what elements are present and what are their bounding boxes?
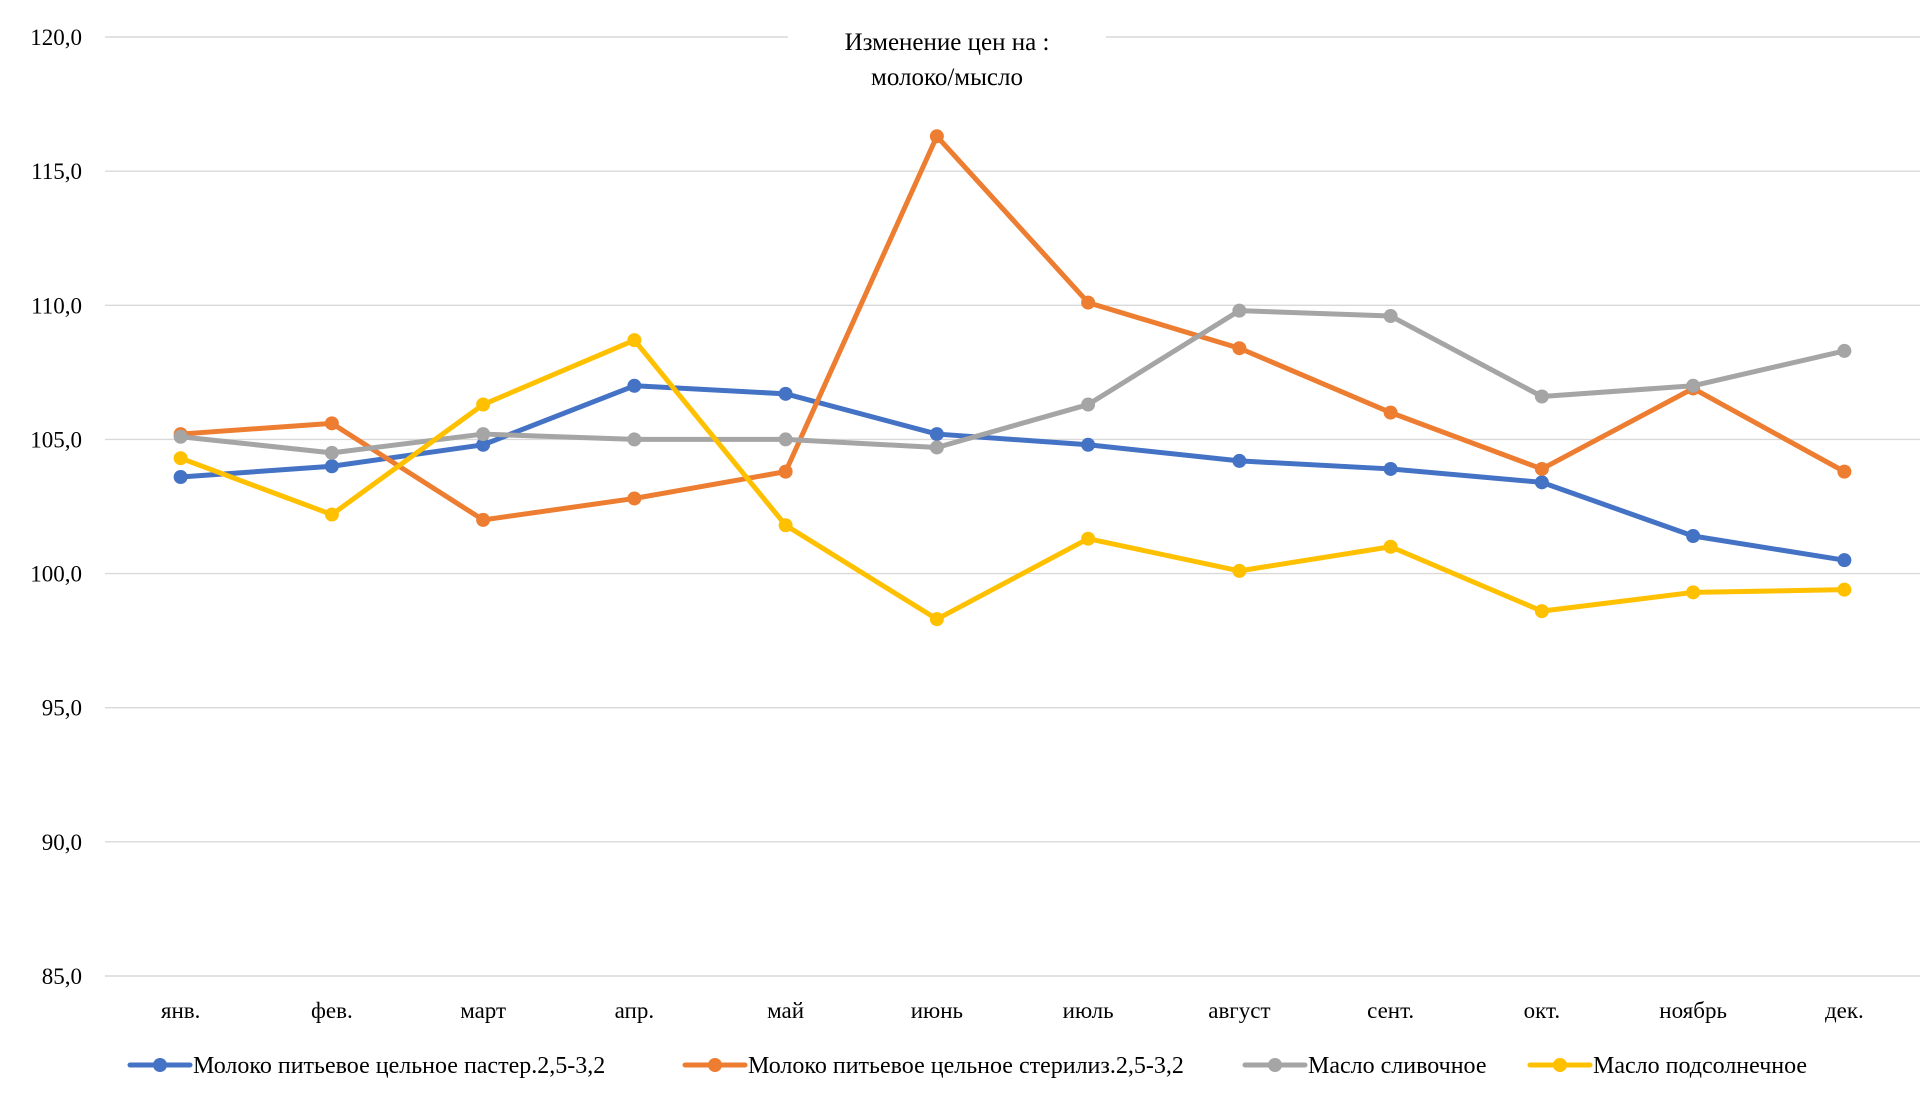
data-point: [476, 437, 491, 452]
data-point: [476, 512, 491, 527]
data-point: [1081, 397, 1096, 412]
data-point: [627, 333, 642, 348]
x-tick-label: дек.: [1825, 998, 1864, 1023]
y-tick-label: 90,0: [42, 830, 82, 855]
y-tick-label: 110,0: [31, 293, 82, 318]
legend-label: Молоко питьевое цельное пастер.2,5-3,2: [193, 1053, 605, 1079]
data-point: [1232, 341, 1247, 356]
legend-label: Молоко питьевое цельное стерилиз.2,5-3,2: [748, 1053, 1184, 1079]
data-point: [778, 386, 793, 401]
legend-marker: [1268, 1058, 1282, 1072]
x-tick-label: май: [767, 998, 804, 1023]
chart-title-background: [788, 28, 1106, 96]
legend-marker: [1553, 1058, 1567, 1072]
data-point: [627, 378, 642, 393]
series-line: [178, 383, 1847, 563]
legend-item: Масло сливочное: [1242, 1053, 1487, 1079]
y-tick-label: 115,0: [31, 159, 82, 184]
data-point: [929, 612, 944, 627]
data-point: [324, 416, 339, 431]
chart-title-line-1: Изменение цен на :: [845, 29, 1050, 56]
legend-marker: [708, 1058, 722, 1072]
data-point: [1837, 553, 1852, 568]
data-point: [627, 491, 642, 506]
data-point: [1534, 475, 1549, 490]
data-point: [1686, 585, 1701, 600]
x-axis-tick-labels: янв. фев. март апр. май июнь июль август сент. ок…: [161, 998, 1864, 1023]
data-point: [1383, 309, 1398, 324]
chart-title-line-2: молоко/мысло: [871, 64, 1023, 91]
data-point: [1383, 539, 1398, 554]
data-point: [1686, 378, 1701, 393]
legend-label: Масло подсолнечное: [1593, 1053, 1807, 1079]
data-point: [778, 518, 793, 533]
data-point: [324, 445, 339, 460]
x-tick-label: фев.: [311, 998, 353, 1023]
data-point: [476, 427, 491, 442]
x-tick-label: сент.: [1367, 998, 1414, 1023]
y-tick-label: 95,0: [42, 696, 82, 721]
x-tick-label: март: [460, 998, 506, 1023]
data-point: [1232, 563, 1247, 578]
y-axis-tick-labels: 85,0 90,0 95,0 100,0 105,0 110,0 115,0 120,0: [30, 25, 82, 989]
x-tick-label: август: [1208, 998, 1270, 1023]
data-point: [324, 459, 339, 474]
data-point: [1837, 464, 1852, 479]
series-line: [178, 337, 1847, 622]
x-tick-label: окт.: [1524, 998, 1560, 1023]
data-point: [1383, 405, 1398, 420]
data-point: [1534, 604, 1549, 619]
legend-marker: [153, 1058, 167, 1072]
series-line: [178, 133, 1847, 523]
series-group: [173, 303, 1852, 460]
x-tick-label: янв.: [161, 998, 201, 1023]
x-tick-label: июль: [1063, 998, 1114, 1023]
series-group: [173, 333, 1852, 627]
data-point: [1232, 453, 1247, 468]
legend-item: Молоко питьевое цельное стерилиз.2,5-3,2: [682, 1053, 1184, 1079]
legend-item: Масло подсолнечное: [1527, 1053, 1807, 1079]
y-tick-label: 120,0: [30, 25, 82, 50]
data-point: [1081, 531, 1096, 546]
data-point: [173, 469, 188, 484]
data-point: [1534, 389, 1549, 404]
data-point: [1686, 529, 1701, 544]
data-point: [476, 397, 491, 412]
series-line: [178, 308, 1847, 456]
gridlines: [105, 36, 1920, 977]
chart-title: Изменение цен на : молоко/мысло: [788, 28, 1106, 96]
y-tick-label: 105,0: [30, 427, 82, 452]
data-point: [778, 464, 793, 479]
data-point: [778, 432, 793, 447]
legend-label: Масло сливочное: [1308, 1053, 1487, 1079]
series-lines: [173, 129, 1852, 627]
legend-item: Молоко питьевое цельное пастер.2,5-3,2: [127, 1053, 605, 1079]
x-tick-label: июнь: [911, 998, 963, 1023]
data-point: [1232, 303, 1247, 318]
series-group: [173, 129, 1852, 527]
data-point: [1081, 437, 1096, 452]
y-tick-label: 100,0: [30, 562, 82, 587]
x-tick-label: апр.: [615, 998, 654, 1023]
x-tick-label: ноябрь: [1659, 998, 1727, 1023]
data-point: [929, 440, 944, 455]
y-tick-label: 85,0: [42, 964, 82, 989]
data-point: [324, 507, 339, 522]
data-point: [1837, 582, 1852, 597]
data-point: [173, 429, 188, 444]
data-point: [1081, 295, 1096, 310]
data-point: [1837, 343, 1852, 358]
series-group: [173, 378, 1852, 568]
data-point: [627, 432, 642, 447]
legend: Молоко питьевое цельное пастер.2,5-3,2 Мо…: [127, 1053, 1807, 1079]
data-point: [929, 129, 944, 144]
data-point: [1383, 461, 1398, 476]
data-point: [173, 451, 188, 466]
data-point: [1534, 461, 1549, 476]
data-point: [929, 427, 944, 442]
